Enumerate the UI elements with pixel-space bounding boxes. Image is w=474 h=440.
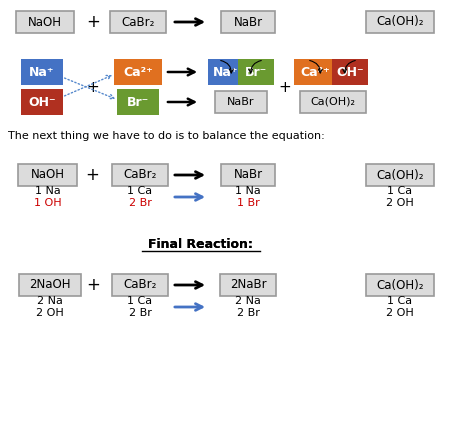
FancyBboxPatch shape <box>300 91 366 113</box>
Text: Ca(OH)₂: Ca(OH)₂ <box>376 279 424 291</box>
FancyBboxPatch shape <box>117 89 159 115</box>
FancyBboxPatch shape <box>18 164 78 186</box>
FancyBboxPatch shape <box>294 59 336 85</box>
Text: CaBr₂: CaBr₂ <box>123 169 157 181</box>
Text: 2 Na: 2 Na <box>235 296 261 306</box>
Text: CaBr₂: CaBr₂ <box>121 15 155 29</box>
Text: Br⁻: Br⁻ <box>127 95 149 109</box>
Text: Br⁻: Br⁻ <box>245 66 267 78</box>
FancyBboxPatch shape <box>208 59 244 85</box>
Text: OH⁻: OH⁻ <box>336 66 364 78</box>
Text: NaBr: NaBr <box>227 97 255 107</box>
Text: Final Reaction:: Final Reaction: <box>147 238 253 250</box>
FancyBboxPatch shape <box>110 11 166 33</box>
Text: NaOH: NaOH <box>31 169 65 181</box>
Text: 2 Br: 2 Br <box>128 308 151 318</box>
Text: NaOH: NaOH <box>28 15 62 29</box>
FancyBboxPatch shape <box>238 59 274 85</box>
Text: 1 Ca: 1 Ca <box>387 296 412 306</box>
Text: 2 OH: 2 OH <box>36 308 64 318</box>
Text: Ca²⁺: Ca²⁺ <box>123 66 153 78</box>
Text: +: + <box>86 276 100 294</box>
Text: +: + <box>85 166 99 184</box>
FancyBboxPatch shape <box>366 164 434 186</box>
Text: 2NaBr: 2NaBr <box>230 279 266 291</box>
Text: 1 Na: 1 Na <box>235 186 261 196</box>
FancyBboxPatch shape <box>112 164 168 186</box>
Text: NaBr: NaBr <box>233 169 263 181</box>
FancyBboxPatch shape <box>220 274 276 296</box>
Text: 1 OH: 1 OH <box>34 198 62 208</box>
Text: Na⁺: Na⁺ <box>213 66 239 78</box>
FancyBboxPatch shape <box>332 59 368 85</box>
Text: 1 Br: 1 Br <box>237 198 259 208</box>
Text: Final Reaction:: Final Reaction: <box>147 238 253 250</box>
Text: 1 Ca: 1 Ca <box>387 186 412 196</box>
Text: 2 Na: 2 Na <box>37 296 63 306</box>
FancyBboxPatch shape <box>221 164 275 186</box>
FancyBboxPatch shape <box>215 91 267 113</box>
Text: 2NaOH: 2NaOH <box>29 279 71 291</box>
FancyBboxPatch shape <box>21 89 63 115</box>
Text: 2 OH: 2 OH <box>386 308 414 318</box>
Text: 1 Na: 1 Na <box>35 186 61 196</box>
Text: +: + <box>87 80 100 95</box>
Text: Ca(OH)₂: Ca(OH)₂ <box>310 97 356 107</box>
Text: 1 Ca: 1 Ca <box>128 186 153 196</box>
Text: OH⁻: OH⁻ <box>28 95 56 109</box>
Text: +: + <box>86 13 100 31</box>
FancyBboxPatch shape <box>21 59 63 85</box>
Text: 2 Br: 2 Br <box>128 198 151 208</box>
Text: Ca(OH)₂: Ca(OH)₂ <box>376 15 424 29</box>
Text: 2 Br: 2 Br <box>237 308 259 318</box>
FancyBboxPatch shape <box>221 11 275 33</box>
Text: 2 OH: 2 OH <box>386 198 414 208</box>
Text: CaBr₂: CaBr₂ <box>123 279 157 291</box>
Text: Ca²⁺: Ca²⁺ <box>300 66 330 78</box>
FancyBboxPatch shape <box>112 274 168 296</box>
Text: 1 Ca: 1 Ca <box>128 296 153 306</box>
Text: +: + <box>279 80 292 95</box>
Text: The next thing we have to do is to balance the equation:: The next thing we have to do is to balan… <box>8 131 325 141</box>
Text: NaBr: NaBr <box>233 15 263 29</box>
FancyBboxPatch shape <box>366 274 434 296</box>
FancyBboxPatch shape <box>19 274 81 296</box>
FancyBboxPatch shape <box>366 11 434 33</box>
Text: Ca(OH)₂: Ca(OH)₂ <box>376 169 424 181</box>
FancyBboxPatch shape <box>16 11 74 33</box>
Text: Na⁺: Na⁺ <box>29 66 55 78</box>
FancyBboxPatch shape <box>114 59 162 85</box>
